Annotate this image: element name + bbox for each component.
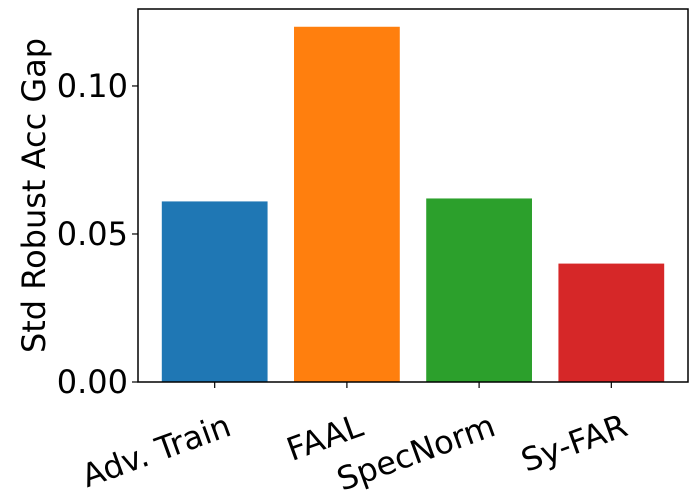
- y-tick-label: 0.00: [57, 363, 128, 401]
- x-tick-label: Sy-FAR: [516, 406, 632, 479]
- plot-frame: [137, 8, 689, 383]
- bar-faal: [294, 26, 400, 383]
- y-tick-label: 0.05: [57, 215, 128, 253]
- y-axis-label: Std Robust Acc Gap: [15, 38, 53, 353]
- x-tick-label: Adv. Train: [77, 406, 236, 495]
- bars-group: [161, 26, 665, 383]
- y-tick-label: 0.10: [57, 67, 128, 105]
- bar-adv-train: [161, 201, 268, 382]
- bar-specnorm: [426, 198, 532, 382]
- y-axis-ticks: 0.00 0.05 0.10: [57, 67, 138, 401]
- bar-sy-far: [558, 263, 665, 382]
